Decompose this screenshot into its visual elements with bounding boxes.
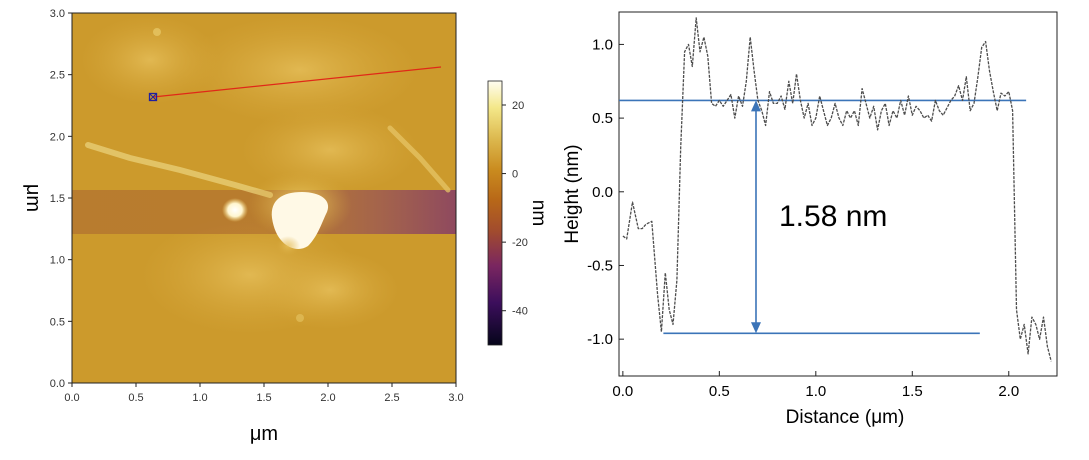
colorbar-ticks: 20 0 -20 -40	[502, 100, 528, 318]
afm-terrace-top-left	[80, 15, 220, 105]
step-arrow-head-down	[750, 322, 761, 334]
colorbar-tick-label: 0	[512, 169, 518, 181]
afm-x-tick-label: 3.0	[448, 392, 463, 404]
afm-speck	[296, 314, 304, 322]
afm-y-tick-label: 1.5	[50, 193, 65, 205]
afm-y-label: μm	[22, 184, 44, 212]
afm-y-tick-label: 3.0	[50, 8, 65, 20]
profile-y-tick-label: -1.0	[587, 331, 613, 348]
profile-y-tick-label: 0.0	[592, 184, 613, 201]
profile-y-tick-label: 0.5	[592, 110, 613, 127]
afm-small-particle	[222, 198, 248, 222]
profile-x-tick-label: 2.0	[998, 383, 1019, 400]
afm-y-tick-label: 2.0	[50, 131, 65, 143]
profile-y-tick-label: -0.5	[587, 257, 613, 274]
afm-y-tick-label: 2.5	[50, 70, 65, 82]
profile-frame	[618, 11, 1058, 377]
profile-line[interactable]	[152, 66, 442, 98]
colorbar-tick-label: -40	[512, 306, 528, 318]
profile-x-tick-label: 0.5	[709, 383, 730, 400]
afm-axes: 0.0 0.5 1.0 1.5 2.0 2.5 3.0 0.0 0.5 1.0 1.5 2.0 2.5 3…	[50, 8, 464, 404]
profile-y-tick-label: 1.0	[592, 36, 613, 53]
profile-y-label: Height (nm)	[562, 144, 583, 243]
height-profile-chart: 0.0 0.5 1.0 1.5 2.0 1.0 0.5 0.0 -0.5 -1.0 1.58 nm	[587, 11, 1058, 400]
step-height-arrow	[750, 100, 761, 334]
afm-x-tick-label: 1.5	[256, 392, 271, 404]
afm-terrace-top	[180, 15, 420, 125]
afm-ridge-left	[85, 142, 273, 198]
colorbar-label: nm	[528, 200, 549, 226]
step-height-annotation: 1.58 nm	[779, 200, 887, 233]
profile-axes: 0.0 0.5 1.0 1.5 2.0 1.0 0.5 0.0 -0.5 -1.0	[587, 36, 1019, 400]
reference-lines	[619, 99, 1027, 335]
afm-large-particle	[271, 192, 329, 249]
afm-x-tick-label: 1.0	[192, 392, 207, 404]
afm-x-label: μm	[250, 423, 278, 445]
afm-x-tick-label: 2.5	[384, 392, 399, 404]
height-profile-series	[622, 17, 1052, 362]
profile-x-label: Distance (μm)	[786, 407, 905, 428]
afm-x-tick-label: 2.0	[320, 392, 335, 404]
colorbar	[487, 80, 503, 346]
afm-y-tick-label: 0.5	[50, 316, 65, 328]
profile-x-tick-label: 0.0	[612, 383, 633, 400]
afm-x-tick-label: 0.5	[128, 392, 143, 404]
afm-ridge-right	[387, 125, 451, 193]
profile-start-marker[interactable]	[148, 92, 158, 102]
afm-y-tick-label: 1.0	[50, 255, 65, 267]
afm-y-tick-label: 0.0	[50, 378, 65, 390]
colorbar-tick-label: 20	[512, 100, 524, 112]
step-arrow-head-up	[750, 100, 761, 112]
profile-x-tick-label: 1.5	[902, 383, 923, 400]
profile-x-tick-label: 1.0	[805, 383, 826, 400]
afm-terrace-bottom-right	[260, 250, 400, 330]
afm-x-tick-label: 0.0	[64, 392, 79, 404]
colorbar-tick-label: -20	[512, 237, 528, 249]
profile-start-marker-cross	[149, 93, 157, 101]
afm-speck	[153, 28, 161, 36]
afm-image	[72, 13, 456, 383]
afm-particle-tail	[276, 236, 300, 256]
